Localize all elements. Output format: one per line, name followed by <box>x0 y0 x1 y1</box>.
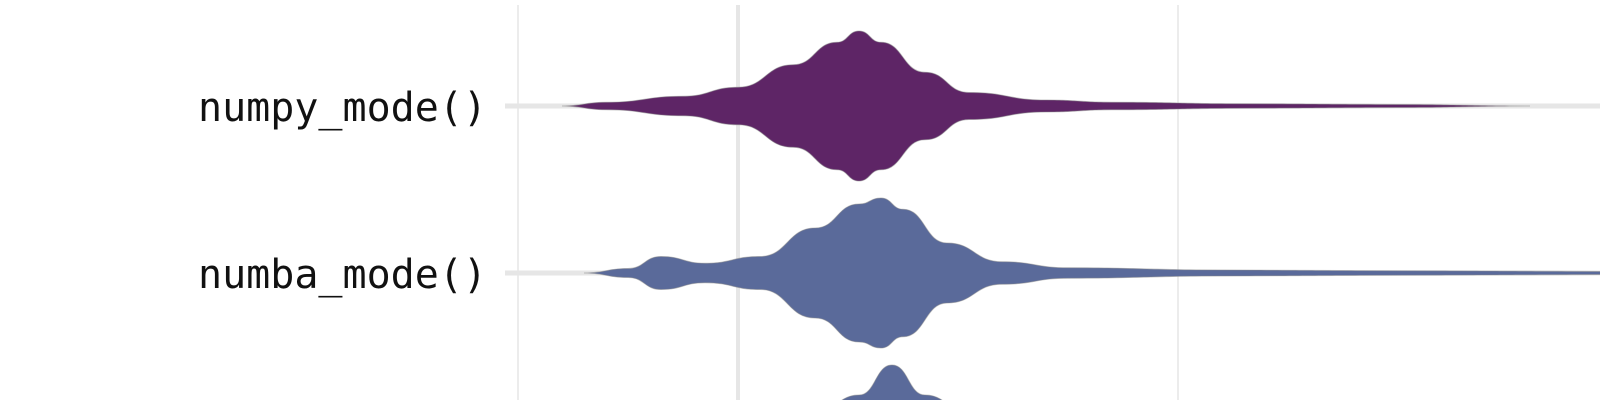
category-labels: numpy_mode() numba_mode() <box>198 85 487 298</box>
major-gridlines <box>736 5 740 400</box>
violin-shapes <box>561 30 1600 400</box>
category-baselines <box>505 103 1600 276</box>
category-label-1: numba_mode() <box>198 252 487 298</box>
violin-1 <box>583 197 1600 349</box>
category-label-0: numpy_mode() <box>198 85 487 131</box>
violin-2 <box>841 364 943 400</box>
violin-0 <box>561 30 1531 182</box>
minor-gridlines <box>517 5 1179 400</box>
